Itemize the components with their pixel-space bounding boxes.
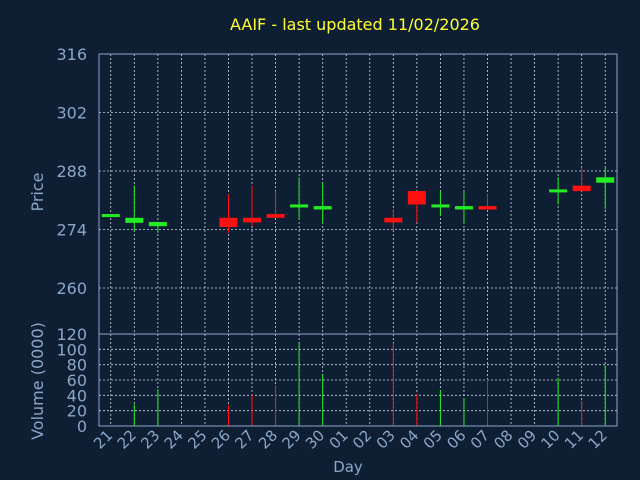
grid [99, 53, 617, 426]
candle-body [478, 206, 497, 210]
x-tick-label: 21 [90, 426, 116, 452]
x-tick-label: 28 [255, 426, 281, 452]
x-tick-label: 30 [302, 426, 328, 452]
candle-body [148, 222, 167, 227]
volume-axis-label: Volume (0000) [28, 322, 47, 440]
volume-tick-label: 120 [56, 325, 87, 344]
candle-body [266, 214, 285, 218]
x-tick-label: 23 [137, 426, 163, 452]
candle-body [572, 185, 591, 192]
x-axis-label: Day [333, 458, 363, 476]
x-tick-label: 02 [349, 426, 375, 452]
price-axis-label: Price [28, 172, 47, 211]
x-tick-label: 12 [585, 426, 611, 452]
candle-body [290, 204, 309, 208]
candle-body [431, 204, 450, 208]
price-tick-label: 302 [56, 104, 87, 123]
candle-body [407, 191, 426, 205]
x-tick-label: 11 [561, 426, 587, 452]
price-panel-frame [98, 53, 618, 335]
x-tick-label: 06 [443, 426, 469, 452]
volume-tick-label: 20 [67, 402, 87, 421]
volume-tick-label: 60 [67, 371, 87, 390]
x-tick-label: 04 [396, 426, 422, 452]
candle-body [454, 206, 473, 210]
x-tick-label: 05 [420, 426, 446, 452]
candle-body [243, 217, 262, 223]
x-tick-label: 03 [373, 426, 399, 452]
x-tick-label: 29 [278, 426, 304, 452]
x-tick-label: 25 [184, 426, 210, 452]
candle-body [384, 217, 403, 223]
chart-title: AAIF - last updated 11/02/2026 [230, 15, 480, 34]
volume-tick-label: 40 [67, 386, 87, 405]
chart-marks [101, 167, 615, 426]
x-tick-label: 24 [161, 426, 187, 452]
volume-panel-frame [98, 333, 618, 427]
candle-body [549, 189, 568, 193]
x-tick-label: 26 [208, 426, 234, 452]
candle-body [313, 206, 332, 210]
x-tick-label: 22 [114, 426, 140, 452]
volume-tick-label: 100 [56, 340, 87, 359]
price-tick-label: 260 [56, 279, 87, 298]
price-tick-label: 288 [56, 162, 87, 181]
x-tick-label: 10 [537, 426, 563, 452]
x-tick-label: 07 [467, 426, 493, 452]
price-tick-label: 274 [56, 221, 87, 240]
x-tick-label: 01 [326, 426, 352, 452]
volume-tick-label: 80 [67, 356, 87, 375]
x-tick-label: 08 [490, 426, 516, 452]
price-tick-label: 316 [56, 45, 87, 64]
candle-body [125, 217, 144, 223]
candle-body [101, 214, 120, 218]
x-tick-label: 27 [231, 426, 257, 452]
candle-body [219, 217, 238, 228]
volume-tick-label: 0 [77, 417, 87, 436]
x-tick-label: 09 [514, 426, 540, 452]
candle-body [596, 177, 615, 183]
